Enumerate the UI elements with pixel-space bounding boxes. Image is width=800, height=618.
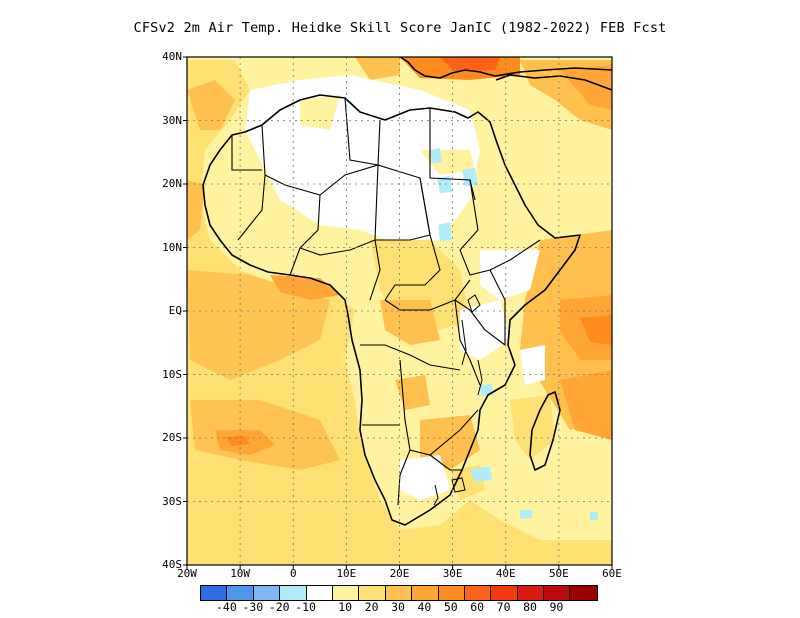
- colorbar-label: 10: [338, 600, 353, 614]
- lat-label: 40S: [162, 558, 182, 571]
- colorbar-label: 20: [364, 600, 379, 614]
- colorbar-label: 70: [496, 600, 511, 614]
- lat-label: 10N: [162, 240, 182, 254]
- colorbar-swatch: [280, 586, 307, 600]
- colorbar-label: -20: [268, 600, 290, 614]
- colorbar-label: 30: [391, 600, 405, 614]
- lon-label: 50E: [548, 567, 569, 580]
- lon-label: 10E: [336, 567, 357, 580]
- colorbar-swatch: [517, 586, 545, 600]
- colorbar-label: 80: [523, 600, 537, 614]
- lon-label: 30E: [442, 567, 463, 580]
- colorbar-swatch: [464, 586, 492, 600]
- colorbar-swatch: [438, 586, 465, 600]
- lat-label: 30N: [162, 113, 182, 127]
- colorbar-swatch: [385, 586, 413, 600]
- lakes: [433, 294, 483, 506]
- lon-label: 20E: [389, 567, 410, 580]
- chart-title: CFSv2 2m Air Temp. Heidke Skill Score Ja…: [133, 20, 667, 36]
- colorbar-swatch: [412, 586, 439, 600]
- colorbar-swatch: [306, 586, 333, 600]
- lon-label: 60E: [602, 567, 622, 580]
- colorbar-swatch: [570, 586, 597, 600]
- colorbar-swatch: [332, 586, 360, 600]
- colorbar-swatch: [544, 586, 571, 600]
- colorbar-swatch: [201, 586, 228, 600]
- lat-label: EQ: [168, 304, 182, 317]
- lat-label: 10S: [162, 367, 182, 381]
- colorbar-label: 40: [417, 600, 432, 614]
- lon-label: 0: [289, 567, 297, 580]
- colorbar-label: -30: [242, 600, 264, 614]
- lat-label: 40N: [162, 50, 182, 63]
- lat-label: 20S: [162, 431, 182, 444]
- lat-label: 30S: [162, 494, 182, 508]
- colorbar-label: 60: [470, 600, 485, 614]
- colorbar-label: 50: [443, 600, 458, 614]
- axis-ticks: [183, 56, 613, 569]
- lat-label: 20N: [162, 177, 182, 190]
- country-borders: [231, 97, 541, 506]
- colorbar-label: 90: [549, 600, 564, 614]
- colorbar: [200, 585, 598, 601]
- lon-label: 10W: [230, 567, 251, 580]
- lon-label: 40E: [495, 567, 516, 580]
- lon-label: 20W: [177, 567, 197, 580]
- colorbar-swatch: [227, 586, 254, 600]
- lat-lon-grid: [187, 57, 612, 565]
- colorbar-swatch: [253, 586, 281, 600]
- colorbar-label: -40: [216, 600, 237, 614]
- colorbar-swatch: [359, 586, 386, 600]
- colorbar-swatch: [491, 586, 518, 600]
- colorbar-label: -10: [295, 600, 316, 614]
